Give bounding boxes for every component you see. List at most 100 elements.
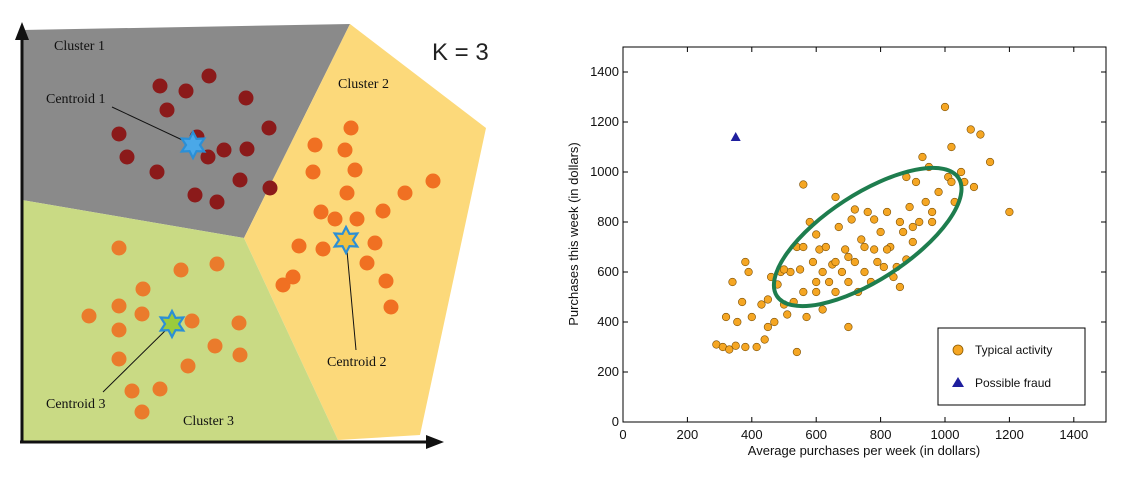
- cluster-2-point: [367, 235, 383, 251]
- typical-point: [857, 235, 866, 244]
- y-tick-label: 200: [597, 364, 619, 379]
- cluster-3-point: [232, 347, 248, 363]
- typical-point: [733, 317, 742, 327]
- typical-point: [721, 312, 731, 322]
- cluster-3-point: [134, 404, 150, 420]
- typical-point: [969, 182, 979, 192]
- typical-point: [921, 197, 930, 207]
- typical-point: [915, 217, 924, 227]
- y-ticks: 0 200 400 600 800 1000 1200 1400: [590, 64, 1106, 429]
- typical-point: [863, 207, 872, 217]
- typical-point: [792, 347, 801, 357]
- typical-point: [860, 242, 869, 252]
- cluster-3-point: [111, 240, 127, 256]
- x-tick-label: 1000: [931, 427, 960, 442]
- x-tick-label: 0: [619, 427, 626, 442]
- cluster-2-point: [275, 277, 291, 293]
- x-tick-label: 600: [805, 427, 827, 442]
- y-tick-label: 600: [597, 264, 619, 279]
- typical-point: [905, 202, 914, 212]
- typical-point: [841, 245, 850, 254]
- typical-point: [799, 242, 808, 252]
- kmeans-y-arrow: [15, 22, 29, 40]
- typical-point: [844, 252, 853, 262]
- typical-point: [876, 227, 885, 237]
- cluster-2-point: [349, 211, 365, 227]
- y-tick-label: 1200: [590, 114, 619, 129]
- centroid-1-marker: [179, 129, 207, 161]
- typical-point: [899, 227, 908, 237]
- kmeans-centroids: [158, 129, 360, 340]
- typical-point: [911, 177, 921, 187]
- typical-point: [831, 192, 840, 202]
- typical-point: [831, 257, 840, 267]
- typical-point: [860, 267, 869, 277]
- cluster-2-point: [307, 137, 323, 153]
- cluster-3-point: [180, 358, 196, 374]
- typical-point: [850, 257, 859, 267]
- typical-point: [928, 207, 937, 217]
- cluster-2-point: [337, 142, 353, 158]
- typical-point: [725, 345, 734, 354]
- y-tick-label: 0: [612, 414, 619, 429]
- cluster-1-point: [238, 90, 254, 106]
- typical-point: [928, 217, 937, 227]
- fraud-point: [730, 132, 741, 141]
- typical-point: [757, 300, 766, 309]
- typical-point: [834, 222, 843, 232]
- cluster-3-point: [111, 322, 127, 338]
- cluster-2-point: [347, 162, 363, 178]
- cluster-1-point: [187, 187, 203, 203]
- typical-point: [818, 267, 827, 277]
- typical-point: [802, 312, 811, 322]
- cluster-3-point: [135, 281, 151, 297]
- cluster-3-point: [134, 306, 150, 322]
- cluster-1-label: Cluster 1: [54, 39, 105, 54]
- cluster-2-point: [315, 241, 331, 257]
- centroid-2-label: Centroid 2: [327, 355, 387, 370]
- typical-point: [821, 242, 830, 252]
- typical-point: [770, 317, 779, 327]
- cluster-1-point: [209, 194, 225, 210]
- cluster-2-point: [425, 173, 441, 189]
- cluster-3-point: [124, 383, 140, 399]
- typical-point: [918, 152, 927, 162]
- cluster-3-point: [111, 298, 127, 314]
- typical-point: [744, 267, 753, 277]
- cluster-1-point: [262, 180, 278, 196]
- typical-point: [763, 295, 773, 304]
- legend-label-fraud: Possible fraud: [975, 376, 1051, 390]
- typical-point: [1005, 207, 1014, 217]
- typical-point: [847, 215, 856, 224]
- typical-point: [738, 297, 747, 307]
- legend-marker-fraud: [952, 377, 964, 387]
- typical-point: [844, 277, 853, 287]
- x-tick-label: 200: [677, 427, 699, 442]
- typical-point: [752, 342, 761, 352]
- typical-point: [895, 217, 905, 227]
- typical-point: [966, 125, 975, 134]
- centroid-1-leader-line: [111, 106, 194, 146]
- typical-point: [882, 245, 892, 254]
- cluster-1-point: [200, 149, 216, 165]
- typical-point: [934, 187, 943, 197]
- typical-point: [837, 267, 847, 277]
- cluster-1-point: [216, 142, 232, 158]
- cluster-3-point: [209, 256, 225, 272]
- typical-point: [870, 215, 879, 224]
- x-ticks: 0 200 400 600 800 1000 1200 1400: [619, 47, 1088, 442]
- cluster-2-point: [327, 211, 343, 227]
- typical-point: [812, 287, 821, 297]
- cluster-2-point: [343, 120, 359, 136]
- legend-label-typical: Typical activity: [975, 343, 1052, 357]
- cluster-2-point: [305, 164, 321, 180]
- typical-point: [831, 287, 840, 297]
- typical-point: [741, 257, 750, 267]
- cluster-2-label: Cluster 2: [338, 77, 389, 92]
- typical-point: [947, 142, 956, 152]
- cluster-3-point: [231, 315, 247, 331]
- cluster-2-point: [339, 185, 355, 201]
- typical-point: [741, 342, 750, 352]
- kmeans-title: K = 3: [432, 39, 489, 66]
